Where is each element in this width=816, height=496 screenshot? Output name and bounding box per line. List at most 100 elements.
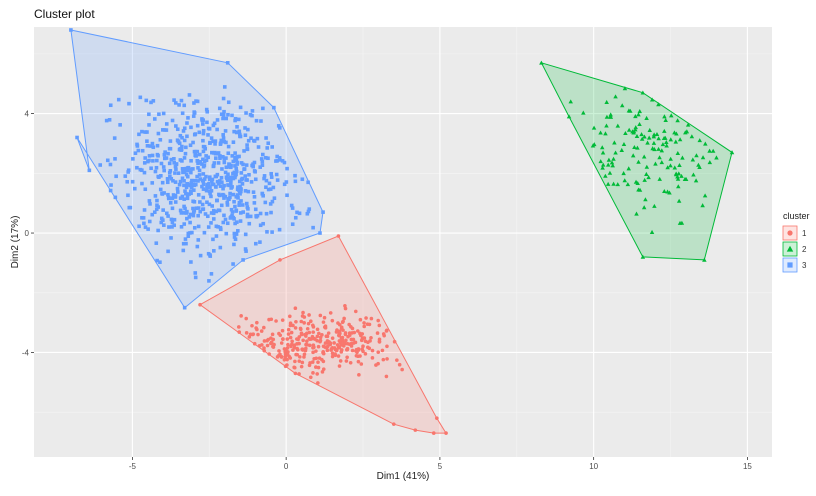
point-cluster-3 <box>201 131 206 136</box>
point-cluster-2 <box>635 180 640 186</box>
point-cluster-1 <box>330 318 335 323</box>
point-cluster-3 <box>243 189 248 193</box>
point-cluster-3 <box>243 247 248 251</box>
point-cluster-3 <box>241 258 245 262</box>
point-cluster-1 <box>297 359 302 363</box>
point-cluster-3 <box>166 249 170 254</box>
point-cluster-3 <box>180 176 185 181</box>
point-cluster-1 <box>270 332 275 337</box>
point-cluster-3 <box>198 200 202 204</box>
point-cluster-2 <box>623 131 628 136</box>
point-cluster-2 <box>729 150 735 155</box>
point-cluster-3 <box>225 203 230 207</box>
point-cluster-2 <box>622 178 627 183</box>
legend-label-1: 1 <box>802 229 807 238</box>
point-cluster-1 <box>297 372 301 376</box>
point-cluster-3 <box>195 158 200 163</box>
point-cluster-2 <box>664 139 669 145</box>
point-cluster-3 <box>258 240 262 244</box>
point-cluster-1 <box>330 354 335 359</box>
point-cluster-3 <box>217 179 222 183</box>
point-cluster-2 <box>625 182 631 187</box>
x-axis-title: Dim1 (41%) <box>377 471 430 482</box>
point-cluster-3 <box>166 214 170 218</box>
point-cluster-3 <box>232 231 237 236</box>
point-cluster-3 <box>243 126 247 130</box>
point-cluster-3 <box>154 241 159 245</box>
point-cluster-3 <box>211 237 215 242</box>
points-cluster-1 <box>198 234 448 435</box>
point-cluster-3 <box>293 173 297 178</box>
point-cluster-2 <box>607 170 613 175</box>
point-cluster-3 <box>186 165 191 170</box>
point-cluster-1 <box>375 331 380 335</box>
point-cluster-3 <box>179 98 184 103</box>
point-cluster-3 <box>169 217 174 222</box>
point-cluster-3 <box>202 163 207 168</box>
point-cluster-3 <box>264 178 269 183</box>
point-cluster-1 <box>250 323 254 328</box>
point-cluster-1 <box>293 371 298 376</box>
point-cluster-1 <box>267 317 271 322</box>
point-cluster-3 <box>207 181 211 186</box>
point-cluster-3 <box>191 213 196 218</box>
point-cluster-2 <box>609 160 615 165</box>
point-cluster-3 <box>277 156 282 160</box>
point-cluster-3 <box>261 221 265 226</box>
point-cluster-3 <box>207 127 212 131</box>
point-cluster-3 <box>147 154 152 158</box>
point-cluster-3 <box>244 249 248 253</box>
point-cluster-3 <box>165 180 170 185</box>
point-cluster-2 <box>613 94 618 99</box>
point-cluster-1 <box>285 337 290 341</box>
point-cluster-1 <box>321 350 325 355</box>
point-cluster-3 <box>235 162 239 166</box>
point-cluster-3 <box>211 211 216 216</box>
point-cluster-3 <box>162 128 167 132</box>
point-cluster-2 <box>604 123 609 128</box>
point-cluster-3 <box>221 186 225 191</box>
point-cluster-3 <box>222 160 227 165</box>
point-cluster-1 <box>381 332 386 336</box>
point-cluster-3 <box>212 249 216 253</box>
point-cluster-1 <box>247 335 252 339</box>
point-cluster-3 <box>147 112 151 117</box>
point-cluster-3 <box>270 145 275 149</box>
point-cluster-3 <box>239 161 244 165</box>
point-cluster-3 <box>189 125 193 130</box>
point-cluster-3 <box>140 148 145 153</box>
point-cluster-1 <box>359 362 364 366</box>
point-cluster-3 <box>238 184 242 189</box>
point-cluster-2 <box>673 139 679 144</box>
point-cluster-2 <box>630 153 636 158</box>
point-cluster-3 <box>215 127 219 132</box>
point-cluster-3 <box>233 151 237 155</box>
point-cluster-3 <box>137 132 141 137</box>
point-cluster-3 <box>75 135 79 140</box>
point-cluster-3 <box>232 199 236 204</box>
point-cluster-3 <box>194 206 199 211</box>
point-cluster-2 <box>664 143 669 148</box>
point-cluster-1 <box>338 359 343 363</box>
point-cluster-2 <box>675 174 680 179</box>
point-cluster-3 <box>166 196 171 201</box>
point-cluster-1 <box>384 374 389 379</box>
point-cluster-3 <box>237 203 241 207</box>
point-cluster-3 <box>278 158 282 162</box>
point-cluster-2 <box>710 148 716 153</box>
point-cluster-3 <box>143 156 147 160</box>
point-cluster-3 <box>220 180 224 184</box>
point-cluster-3 <box>271 185 276 190</box>
point-cluster-3 <box>189 158 193 163</box>
point-cluster-2 <box>665 165 670 170</box>
point-cluster-3 <box>213 174 218 179</box>
point-cluster-3 <box>234 158 239 163</box>
point-cluster-2 <box>642 134 647 139</box>
point-cluster-1 <box>337 364 342 368</box>
point-cluster-3 <box>269 175 274 179</box>
point-cluster-1 <box>356 359 361 364</box>
point-cluster-1 <box>262 339 267 343</box>
point-cluster-3 <box>253 177 258 182</box>
point-cluster-2 <box>675 118 680 123</box>
point-cluster-3 <box>159 220 164 225</box>
